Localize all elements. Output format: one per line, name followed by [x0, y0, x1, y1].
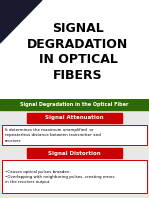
Text: Signal Attenuation: Signal Attenuation	[45, 115, 104, 121]
Bar	[27, 148, 122, 158]
Text: It determines the maximum unamplified  or
repeaterless distance between transmit: It determines the maximum unamplified or…	[5, 128, 101, 143]
Bar	[2, 125, 147, 145]
Text: •Causes optical pulses broaden.
•Overlapping with neighboring pulses, creating e: •Causes optical pulses broaden. •Overlap…	[5, 169, 115, 185]
Text: Signal Degradation in the Optical Fiber: Signal Degradation in the Optical Fiber	[20, 102, 129, 107]
Text: Signal Distortion: Signal Distortion	[48, 150, 101, 155]
Text: SIGNAL
DEGRADATION
IN OPTICAL
FIBERS: SIGNAL DEGRADATION IN OPTICAL FIBERS	[27, 22, 129, 82]
Polygon shape	[0, 0, 42, 43]
Bar	[27, 113, 122, 123]
Bar	[2, 160, 147, 193]
Bar	[0, 99, 149, 110]
